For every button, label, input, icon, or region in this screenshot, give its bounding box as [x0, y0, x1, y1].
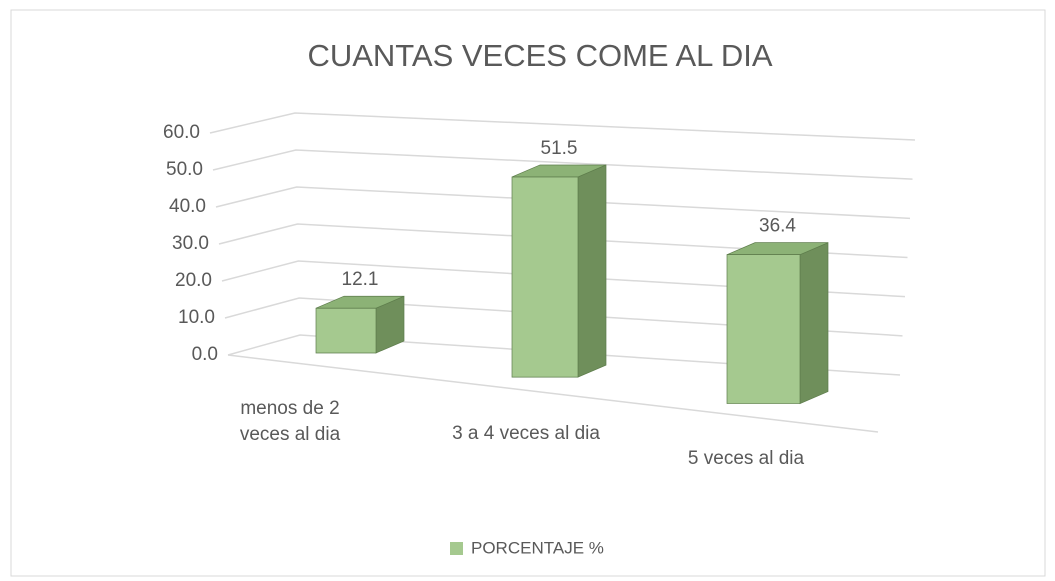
grid-line — [212, 149, 913, 180]
bar-front — [511, 176, 579, 378]
y-tick-label: 50.0 — [166, 159, 203, 180]
data-label: 51.5 — [541, 138, 578, 159]
y-tick-label: 40.0 — [169, 196, 206, 217]
bar-side — [577, 164, 607, 378]
y-tick-label: 60.0 — [163, 122, 200, 143]
floor-edge — [227, 354, 879, 433]
y-tick-label: 20.0 — [175, 270, 212, 291]
data-label: 36.4 — [759, 216, 796, 237]
grid-line — [224, 297, 903, 337]
x-tick-label: 5 veces al dia — [687, 448, 805, 469]
data-label: 12.1 — [342, 269, 379, 290]
bar — [726, 242, 829, 405]
y-tick-label: 10.0 — [178, 307, 215, 328]
legend-swatch — [450, 542, 463, 555]
grid-line — [218, 223, 908, 259]
bar-side — [799, 242, 829, 405]
x-tick-label: 3 a 4 veces al dia — [452, 423, 600, 444]
bar — [315, 295, 405, 354]
grid-line — [227, 334, 901, 376]
bar-front — [726, 254, 801, 404]
x-tick-label: menos de 2 veces al dia — [239, 398, 341, 445]
bar-front — [315, 307, 377, 354]
y-tick-label: 30.0 — [172, 233, 209, 254]
grid-line — [215, 186, 911, 220]
y-tick-label: 0.0 — [192, 344, 218, 365]
legend-label: PORCENTAJE % — [471, 538, 604, 557]
chart-title: CUANTAS VECES COME AL DIA — [307, 38, 772, 73]
grid-line — [221, 260, 906, 298]
bar — [511, 164, 607, 378]
grid-line — [209, 112, 916, 141]
